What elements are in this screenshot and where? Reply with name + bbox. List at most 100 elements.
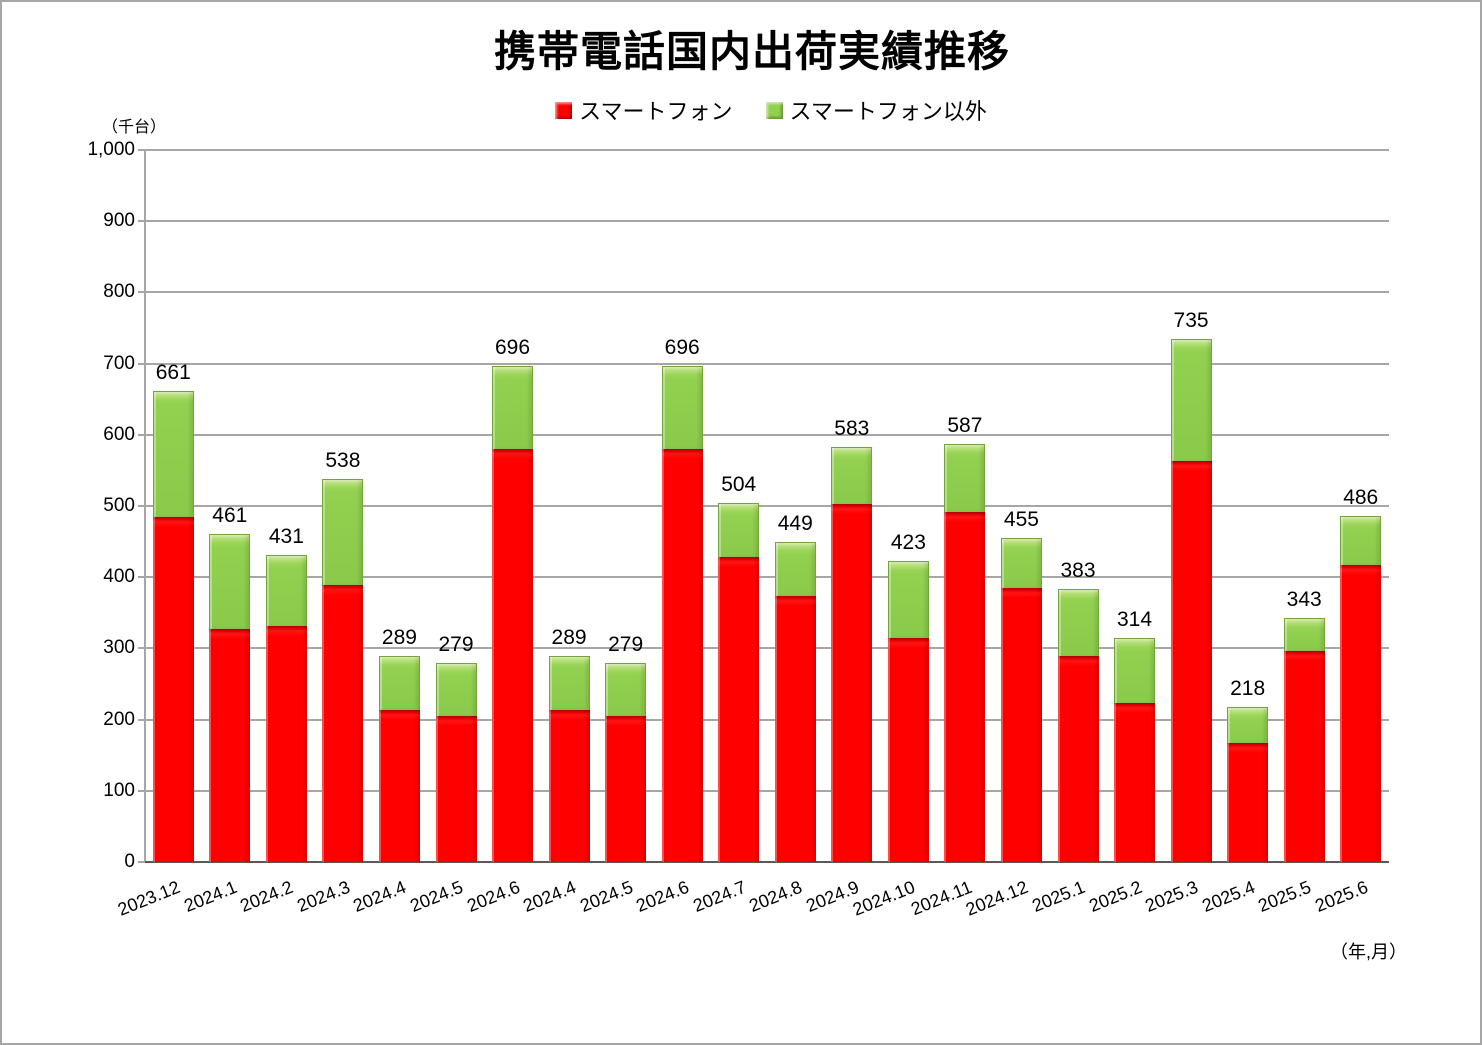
bar-total-label: 289: [381, 626, 417, 650]
bar-segment-smartphone: [152, 516, 194, 862]
x-axis-label: 2024.7: [689, 876, 749, 916]
gridline: [145, 576, 1389, 579]
x-axis-label: 2024.8: [746, 876, 806, 916]
legend-swatch-green-icon: [765, 101, 783, 119]
bar-segment-non-smartphone: [1283, 617, 1325, 652]
y-axis-label: 300: [103, 637, 135, 659]
x-axis-label: 2024.6: [463, 876, 523, 916]
x-axis-label: 2024.3: [294, 876, 353, 916]
bar-segment-non-smartphone: [1227, 706, 1269, 744]
bar-total-label: 583: [834, 416, 870, 440]
x-axis-label: 2023.12: [115, 876, 184, 920]
legend-swatch-red-icon: [555, 101, 573, 119]
y-axis-tick: [138, 647, 145, 650]
bar-total-label: 461: [212, 503, 248, 527]
bar-segment-non-smartphone: [944, 444, 986, 512]
bar-total-label: 587: [947, 414, 983, 438]
y-axis-label: 800: [103, 281, 135, 303]
x-axis-line: [145, 861, 1389, 863]
bar-segment-non-smartphone: [492, 366, 534, 450]
bar-total-label: 423: [890, 530, 926, 554]
legend-item-non-smartphone: スマートフォン以外: [765, 94, 987, 126]
bar-segment-smartphone: [1057, 655, 1099, 862]
bar-segment-non-smartphone: [831, 446, 873, 504]
bar-total-label: 538: [325, 448, 361, 472]
y-axis-label: 500: [103, 495, 135, 516]
y-axis-tick: [138, 149, 145, 151]
bar-segment-non-smartphone: [209, 533, 251, 630]
y-axis-tick: [138, 220, 145, 223]
legend: スマートフォン スマートフォン以外: [2, 94, 1480, 126]
bar-total-label: 735: [1173, 308, 1209, 332]
x-axis-label: 2025.3: [1142, 876, 1201, 916]
bar-segment-non-smartphone: [605, 663, 647, 717]
bar-segment-smartphone: [209, 629, 251, 862]
y-axis-label: 200: [103, 708, 135, 730]
bar-segment-smartphone: [322, 585, 364, 862]
y-axis-label: 900: [103, 210, 135, 232]
legend-label-non-smartphone: スマートフォン以外: [789, 99, 987, 124]
bar-segment-non-smartphone: [887, 560, 929, 639]
bar-total-label: 289: [551, 626, 587, 650]
y-axis-tick: [138, 433, 145, 436]
y-axis-label: 1,000: [87, 139, 135, 160]
y-axis-tick: [138, 718, 145, 721]
gridline: [145, 291, 1389, 294]
gridline: [145, 433, 1389, 436]
bar-segment-non-smartphone: [265, 555, 307, 627]
chart-title: 携帯電話国内出荷実績推移: [493, 28, 1010, 75]
bar-segment-non-smartphone: [322, 478, 364, 586]
x-axis-label: 2025.4: [1198, 876, 1258, 916]
bar-segment-non-smartphone: [718, 503, 760, 558]
y-axis-tick: [138, 576, 145, 579]
bar-total-label: 343: [1286, 587, 1322, 611]
bar-segment-smartphone: [944, 511, 986, 862]
bar-segment-smartphone: [605, 716, 647, 862]
y-axis-label: 600: [103, 423, 135, 445]
bar-total-label: 455: [1003, 508, 1039, 532]
y-axis-tick: [138, 291, 145, 294]
x-axis-label: 2024.4: [520, 876, 579, 916]
gridline: [145, 505, 1389, 507]
bar-segment-non-smartphone: [661, 366, 703, 450]
x-axis-label: 2025.2: [1085, 876, 1145, 916]
x-axis-label: 2024.1: [181, 876, 240, 916]
y-axis-tick: [138, 362, 145, 365]
bar-total-label: 504: [721, 473, 757, 497]
bar-segment-smartphone: [1000, 587, 1042, 862]
bar-total-label: 314: [1117, 608, 1153, 632]
gridline: [145, 789, 1389, 792]
x-axis-label: 2024.6: [633, 876, 692, 916]
y-axis-tick: [138, 789, 145, 792]
bar-total-label: 218: [1230, 676, 1266, 700]
y-axis-tick: [138, 505, 145, 507]
bar-total-label: 449: [777, 512, 813, 536]
bar-segment-smartphone: [661, 449, 703, 862]
bar-segment-non-smartphone: [152, 391, 194, 517]
bar-total-label: 279: [608, 633, 644, 657]
gridline: [145, 718, 1389, 721]
x-axis-label: 2024.11: [908, 876, 975, 920]
y-axis-tick: [138, 861, 145, 863]
bar-segment-smartphone: [1170, 461, 1212, 862]
bar-total-label: 431: [268, 525, 304, 549]
x-axis-label: 2025.1: [1029, 876, 1088, 916]
bar-segment-smartphone: [492, 449, 534, 862]
bar-segment-non-smartphone: [1114, 638, 1156, 703]
y-axis-unit-label: （千台）: [102, 119, 167, 136]
bar-segment-smartphone: [1227, 743, 1269, 862]
bar-total-label: 279: [438, 633, 474, 657]
legend-item-smartphone: スマートフォン: [555, 94, 733, 126]
bar-segment-smartphone: [548, 709, 590, 862]
bar-segment-non-smartphone: [1000, 538, 1042, 588]
bar-total-label: 696: [664, 336, 700, 360]
bar-total-label: 383: [1060, 559, 1096, 583]
legend-label-smartphone: スマートフォン: [579, 99, 733, 124]
bar-segment-smartphone: [831, 503, 873, 862]
bar-segment-non-smartphone: [1170, 338, 1212, 462]
bar-segment-non-smartphone: [774, 542, 816, 596]
x-axis-label: 2024.5: [407, 876, 466, 916]
x-axis-label: 2024.5: [576, 876, 636, 916]
bar-segment-non-smartphone: [435, 663, 477, 717]
